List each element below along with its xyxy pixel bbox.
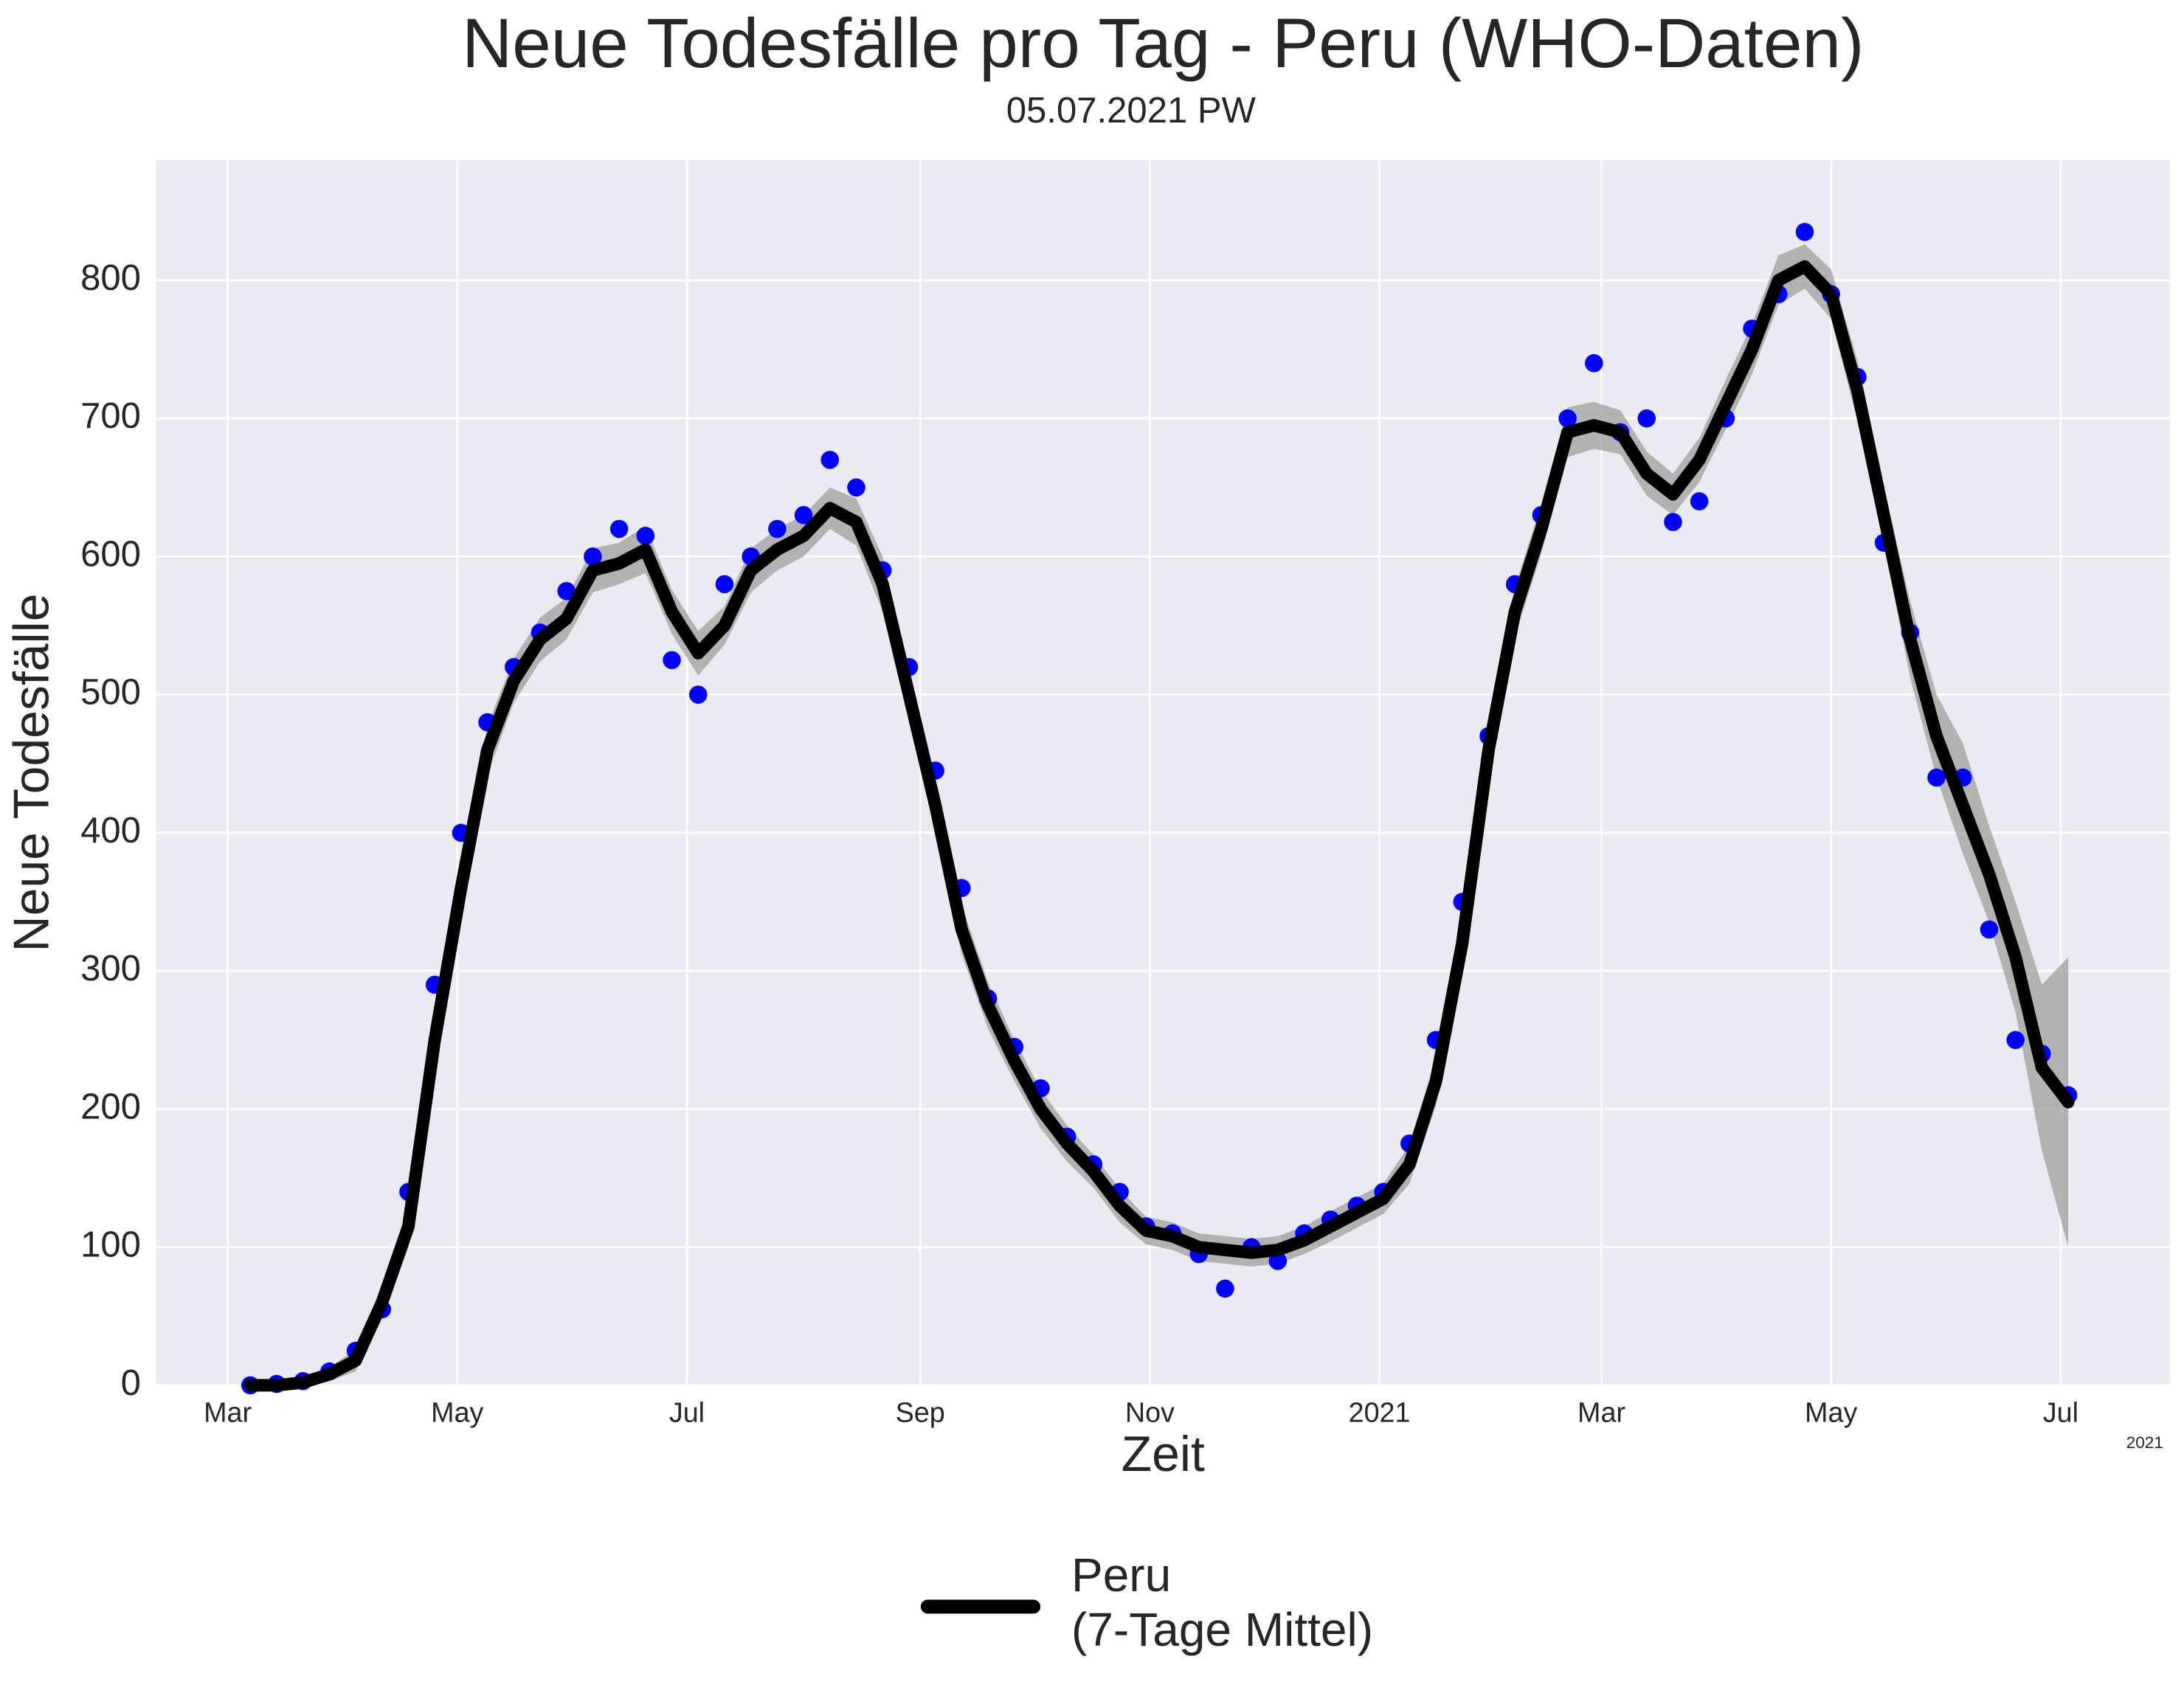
daily-dot <box>1558 409 1577 428</box>
x-tick-label: May <box>1805 1397 1857 1428</box>
daily-dot <box>1980 920 1999 939</box>
daily-dot <box>557 581 576 600</box>
plot-area <box>156 160 2170 1385</box>
marks <box>241 223 2078 1395</box>
x-offset-label: 2021 <box>2126 1433 2163 1452</box>
daily-dot <box>1585 354 1603 373</box>
y-tick-label: 700 <box>80 396 141 436</box>
x-tick-label: Jul <box>669 1397 705 1428</box>
x-tick-label: Nov <box>1125 1397 1175 1428</box>
daily-dot <box>1637 409 1656 428</box>
daily-dot <box>663 651 681 670</box>
y-tick-label: 400 <box>80 811 141 851</box>
chart-subtitle: 05.07.2021 PW <box>1006 91 1257 131</box>
x-tick-label: Sep <box>896 1397 945 1428</box>
daily-dot <box>2006 1031 2025 1050</box>
y-tick-label: 800 <box>80 258 141 298</box>
y-tick-label: 600 <box>80 534 141 574</box>
x-tick-label: May <box>431 1397 483 1428</box>
x-tick-label: 2021 <box>1349 1397 1411 1428</box>
y-axis-label: Neue Todesfälle <box>3 593 59 952</box>
daily-dot <box>820 451 840 469</box>
y-tick-label: 0 <box>121 1363 141 1403</box>
mean-line <box>243 260 2075 1392</box>
daily-dot <box>636 527 655 545</box>
daily-dot <box>1927 768 1946 787</box>
x-axis-label: Zeit <box>1122 1426 1205 1482</box>
daily-dot <box>794 505 813 524</box>
daily-dot <box>689 685 708 704</box>
daily-dot <box>768 519 787 539</box>
daily-dot <box>584 547 602 566</box>
x-tick-label: Jul <box>2043 1397 2078 1428</box>
daily-dot <box>609 519 629 539</box>
y-tick-label: 200 <box>80 1087 141 1126</box>
x-tick-label: Mar <box>1577 1397 1625 1428</box>
y-tick-label: 100 <box>80 1225 141 1265</box>
chart-title: Neue Todesfälle pro Tag - Peru (WHO-Date… <box>462 4 1864 82</box>
daily-dot <box>1216 1279 1234 1298</box>
daily-dot <box>715 575 734 594</box>
legend-label: Peru (7-Tage Mittel) <box>1071 1548 1373 1656</box>
daily-dot <box>1664 513 1682 531</box>
daily-dot <box>1690 492 1709 510</box>
y-tick-label: 300 <box>80 949 141 989</box>
daily-dot <box>1795 223 1814 241</box>
y-tick-label: 500 <box>80 673 141 713</box>
daily-dot <box>847 478 865 497</box>
x-tick-label: Mar <box>204 1397 252 1428</box>
